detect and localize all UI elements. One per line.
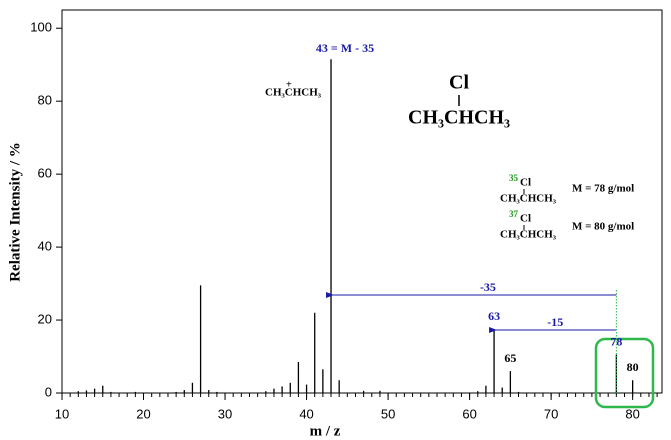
y-tick-label: 40	[38, 239, 52, 254]
plot-frame	[61, 9, 663, 394]
isotope-mass: 35	[509, 173, 519, 183]
structure-top: Cl	[449, 72, 469, 94]
molar-mass: M = 78 g/mol	[572, 183, 634, 195]
x-tick-label: 20	[136, 406, 150, 421]
isotope-chain: CH₃CHCH₃	[500, 229, 557, 241]
isotope-mass: 37	[509, 209, 519, 219]
arrow-label: -15	[547, 315, 563, 329]
y-tick-label: 60	[38, 166, 52, 181]
isotope-chain: CH₃CHCH₃	[500, 193, 557, 205]
peak-label: 80	[627, 360, 639, 374]
peak-label: 65	[504, 351, 516, 365]
y-tick-label: 20	[38, 311, 52, 326]
x-tick-label: 60	[462, 406, 476, 421]
y-tick-label: 0	[45, 384, 52, 399]
base-peak-label: 43 = M - 35	[316, 41, 374, 55]
x-tick-label: 50	[381, 406, 395, 421]
molar-mass: M = 80 g/mol	[572, 221, 634, 233]
structure-bottom: CH₃CHCH₃	[408, 107, 510, 129]
ion-label: CH₃CHCH₃	[265, 87, 322, 99]
x-tick-label: 30	[218, 406, 232, 421]
x-tick-label: 70	[544, 406, 558, 421]
isotope: 35 Cl CH₃CHCH₃ M = 78 g/mol	[500, 173, 634, 204]
ion-charge: +	[286, 79, 292, 90]
x-tick-label: 80	[625, 406, 639, 421]
isotope-atom: Cl	[520, 177, 531, 189]
y-tick-label: 100	[30, 20, 52, 35]
y-tick-label: 80	[38, 93, 52, 108]
y-axis-label: Relative Intensity / %	[7, 142, 23, 282]
x-tick-label: 10	[55, 406, 69, 421]
arrow-label: -35	[480, 280, 496, 294]
x-tick-label: 40	[299, 406, 313, 421]
peak-label: 63	[488, 309, 500, 323]
isotope-atom: Cl	[520, 213, 531, 225]
isotope: 37 Cl CH₃CHCH₃ M = 80 g/mol	[500, 209, 634, 240]
x-axis-label: m / z	[310, 423, 341, 439]
highlight-box	[594, 337, 655, 409]
